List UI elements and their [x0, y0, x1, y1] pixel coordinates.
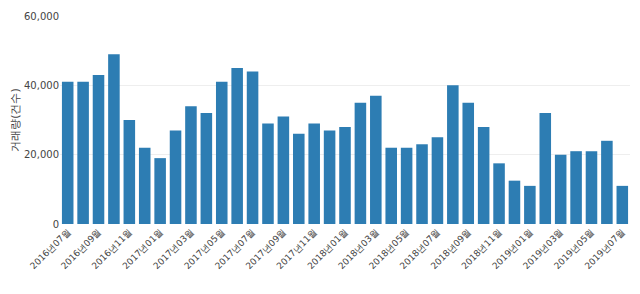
svg-text:2019년07월: 2019년07월 [583, 227, 627, 271]
svg-text:60,000: 60,000 [24, 11, 59, 22]
svg-text:2016년09월: 2016년09월 [59, 227, 103, 271]
svg-text:2019년01월: 2019년01월 [490, 227, 534, 271]
svg-text:2017년05월: 2017년05월 [182, 227, 226, 271]
svg-text:2017년03월: 2017년03월 [151, 227, 195, 271]
svg-text:2018년07월: 2018년07월 [398, 227, 442, 271]
svg-text:2018년05월: 2018년05월 [367, 227, 411, 271]
svg-text:2017년11월: 2017년11월 [275, 227, 319, 271]
svg-text:0: 0 [53, 219, 59, 230]
svg-text:2018년03월: 2018년03월 [336, 227, 380, 271]
svg-text:2019년05월: 2019년05월 [552, 227, 596, 271]
svg-text:2017년01월: 2017년01월 [121, 227, 165, 271]
svg-text:2018년11월: 2018년11월 [460, 227, 504, 271]
svg-text:2018년01월: 2018년01월 [306, 227, 350, 271]
svg-text:2019년03월: 2019년03월 [521, 227, 565, 271]
svg-text:거래량(건수): 거래량(건수) [9, 88, 22, 152]
svg-text:2017년09월: 2017년09월 [244, 227, 288, 271]
svg-text:20,000: 20,000 [24, 149, 59, 160]
svg-text:40,000: 40,000 [24, 80, 59, 91]
svg-text:2017년07월: 2017년07월 [213, 227, 257, 271]
svg-text:2016년07월: 2016년07월 [28, 227, 72, 271]
svg-text:2018년09월: 2018년09월 [429, 227, 473, 271]
svg-text:2016년11월: 2016년11월 [90, 227, 134, 271]
